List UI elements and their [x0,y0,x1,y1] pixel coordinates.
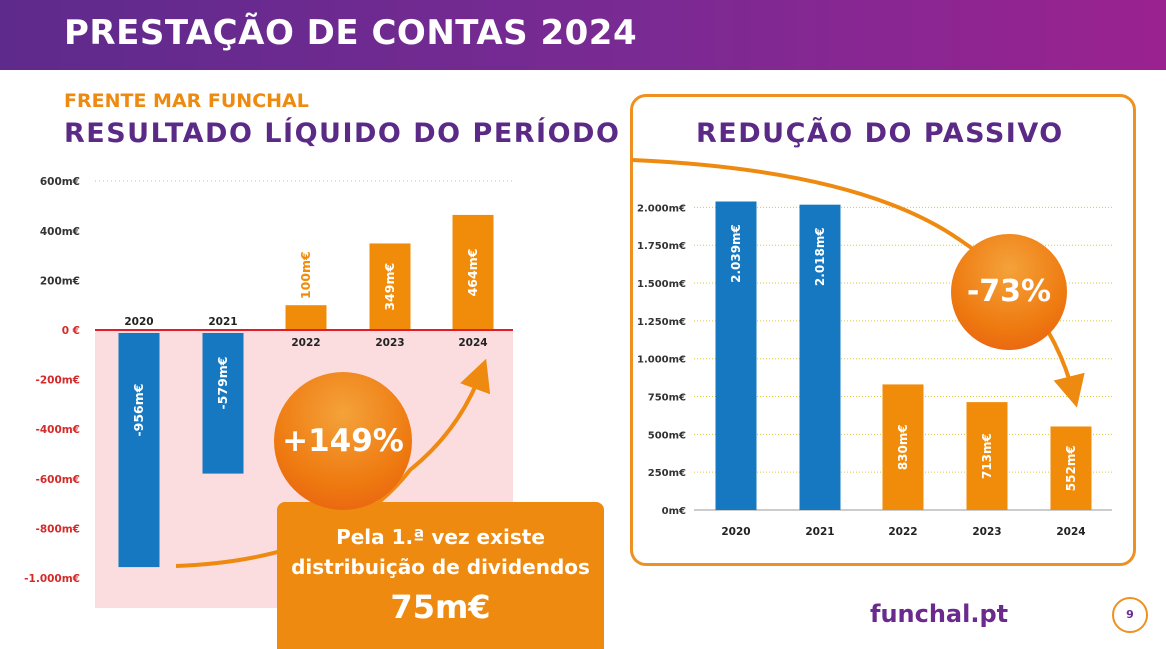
y-tick-label: -400m€ [35,424,80,436]
x-tick-label: 2021 [208,316,237,328]
y-tick-label: 1.000m€ [637,355,686,366]
x-tick-label: 2020 [721,526,750,538]
bar [118,333,160,568]
header-bar: PRESTAÇÃO DE CONTAS 2024 [0,0,1166,70]
y-tick-label: 1.750m€ [637,241,686,252]
passivo-frame [630,94,1136,566]
x-tick-label: 2022 [888,526,917,538]
y-tick-label: 750m€ [648,393,686,404]
value-label: 464m€ [465,249,480,297]
y-tick-label: 500m€ [648,430,686,441]
y-tick-label: -1.000m€ [24,573,80,585]
dividend-callout: Pela 1.ª vez existe distribuição de divi… [277,502,604,649]
y-tick-label: 1.500m€ [637,279,686,290]
y-tick-label: 600m€ [40,176,80,188]
y-tick-label: -600m€ [35,474,80,486]
bar [715,201,757,510]
growth-badge: +149% [274,372,412,510]
chart2-title: REDUÇÃO DO PASSIVO [696,118,1064,149]
bar [799,204,841,510]
y-tick-label: 0m€ [662,506,686,517]
x-tick-label: 2020 [124,316,153,328]
y-tick-label: 250m€ [648,468,686,479]
x-tick-label: 2023 [375,337,404,349]
value-label: 830m€ [896,424,910,470]
value-label: -956m€ [131,384,146,437]
y-tick-label: 400m€ [40,226,80,238]
page-title: PRESTAÇÃO DE CONTAS 2024 [64,13,638,53]
growth-arrow [175,358,491,568]
y-tick-label: -800m€ [35,523,80,535]
callout-line2: distribuição de dividendos [291,555,590,579]
reduction-badge: -73% [951,234,1067,350]
bar [285,305,327,330]
page-number: 9 [1112,597,1148,633]
value-label: 100m€ [298,251,313,299]
bar [452,214,494,330]
bar [882,384,924,510]
x-tick-label: 2024 [1056,526,1085,538]
callout-value: 75m€ [390,588,491,626]
chart1-title: RESULTADO LÍQUIDO DO PERÍODO [64,118,621,149]
y-tick-label: 2.000m€ [637,203,686,214]
brand-logo-text: funchal.pt [870,600,1009,628]
y-tick-label: 1.250m€ [637,317,686,328]
value-label: 552m€ [1064,445,1078,491]
callout-line1: Pela 1.ª vez existe [336,525,545,549]
x-tick-label: 2023 [972,526,1001,538]
value-label: 2.039m€ [729,224,743,283]
bar [202,333,244,474]
bar [966,402,1008,510]
x-tick-label: 2021 [805,526,834,538]
value-label: -579m€ [215,356,230,409]
bar [1050,426,1092,510]
x-tick-label: 2024 [458,337,487,349]
x-tick-label: 2022 [291,337,320,349]
y-tick-label: 200m€ [40,275,80,287]
section-subtitle: FRENTE MAR FUNCHAL [64,90,309,112]
y-tick-label: 0 € [62,325,80,337]
y-tick-label: -200m€ [35,375,80,387]
value-label: 713m€ [980,433,994,479]
value-label: 2.018m€ [813,227,827,286]
bar [369,243,411,330]
value-label: 349m€ [382,263,397,311]
